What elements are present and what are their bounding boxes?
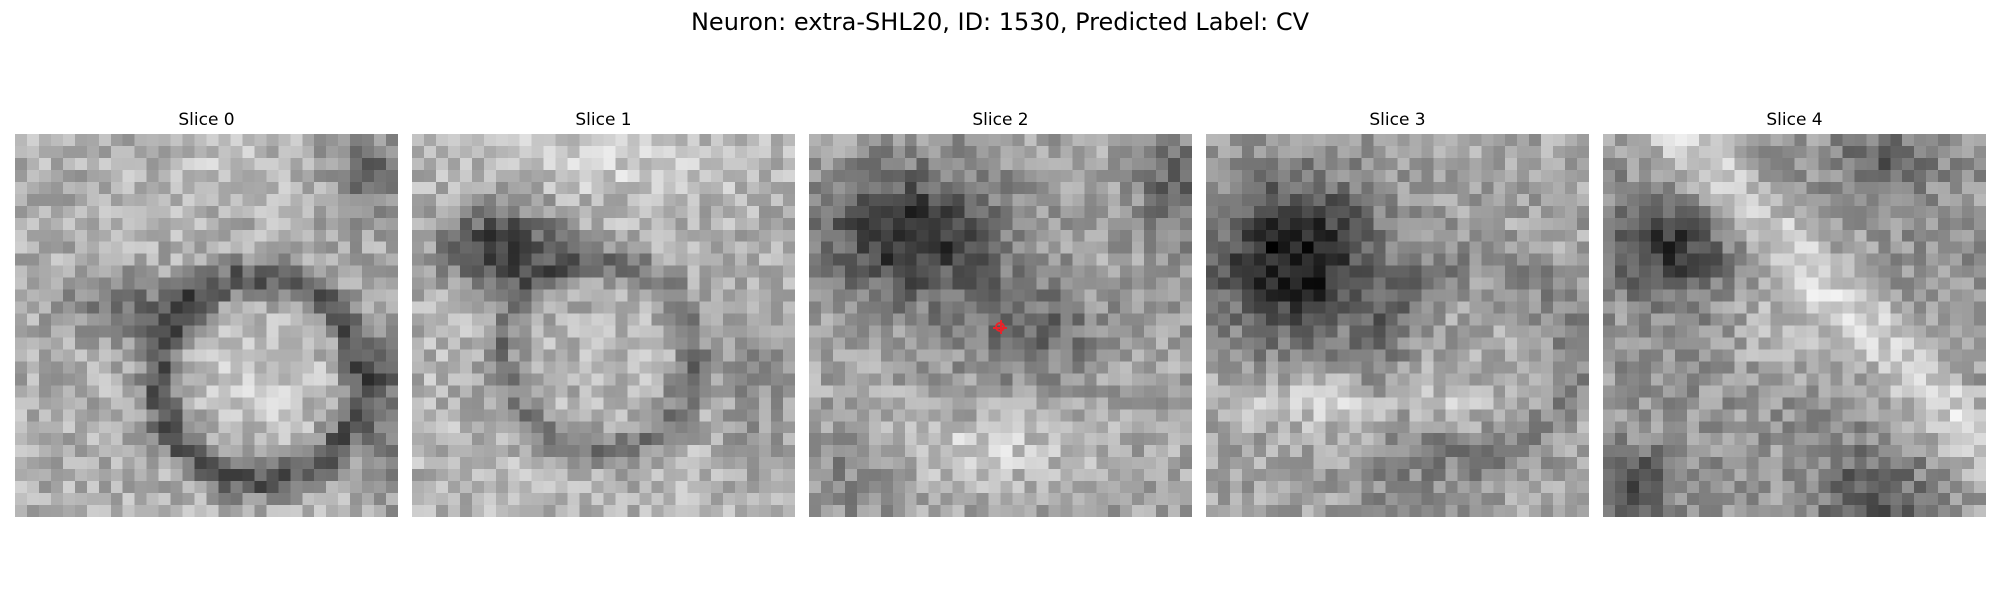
slice-image (15, 134, 398, 517)
slice-panel-4: Slice 4 (1603, 108, 1986, 517)
slice-title: Slice 2 (972, 110, 1029, 130)
figure-title: Neuron: extra-SHL20, ID: 1530, Predicted… (690, 8, 1310, 36)
slice-image-container (809, 134, 1192, 517)
slice-panel-1: Slice 1 (412, 108, 795, 517)
slice-image (1603, 134, 1986, 517)
slice-title: Slice 4 (1766, 110, 1823, 130)
slice-image-container (1206, 134, 1589, 517)
slice-panel-2: Slice 2 (809, 108, 1192, 517)
slice-panel-3: Slice 3 (1206, 108, 1589, 517)
slice-panel-0: Slice 0 (15, 108, 398, 517)
slice-title: Slice 0 (178, 110, 235, 130)
slice-image (412, 134, 795, 517)
slice-title: Slice 3 (1369, 110, 1426, 130)
slice-title: Slice 1 (575, 110, 632, 130)
slice-image-container (15, 134, 398, 517)
target-marker-icon (993, 320, 1007, 334)
slice-image (1206, 134, 1589, 517)
slice-image-container (412, 134, 795, 517)
slice-image-container (1603, 134, 1986, 517)
